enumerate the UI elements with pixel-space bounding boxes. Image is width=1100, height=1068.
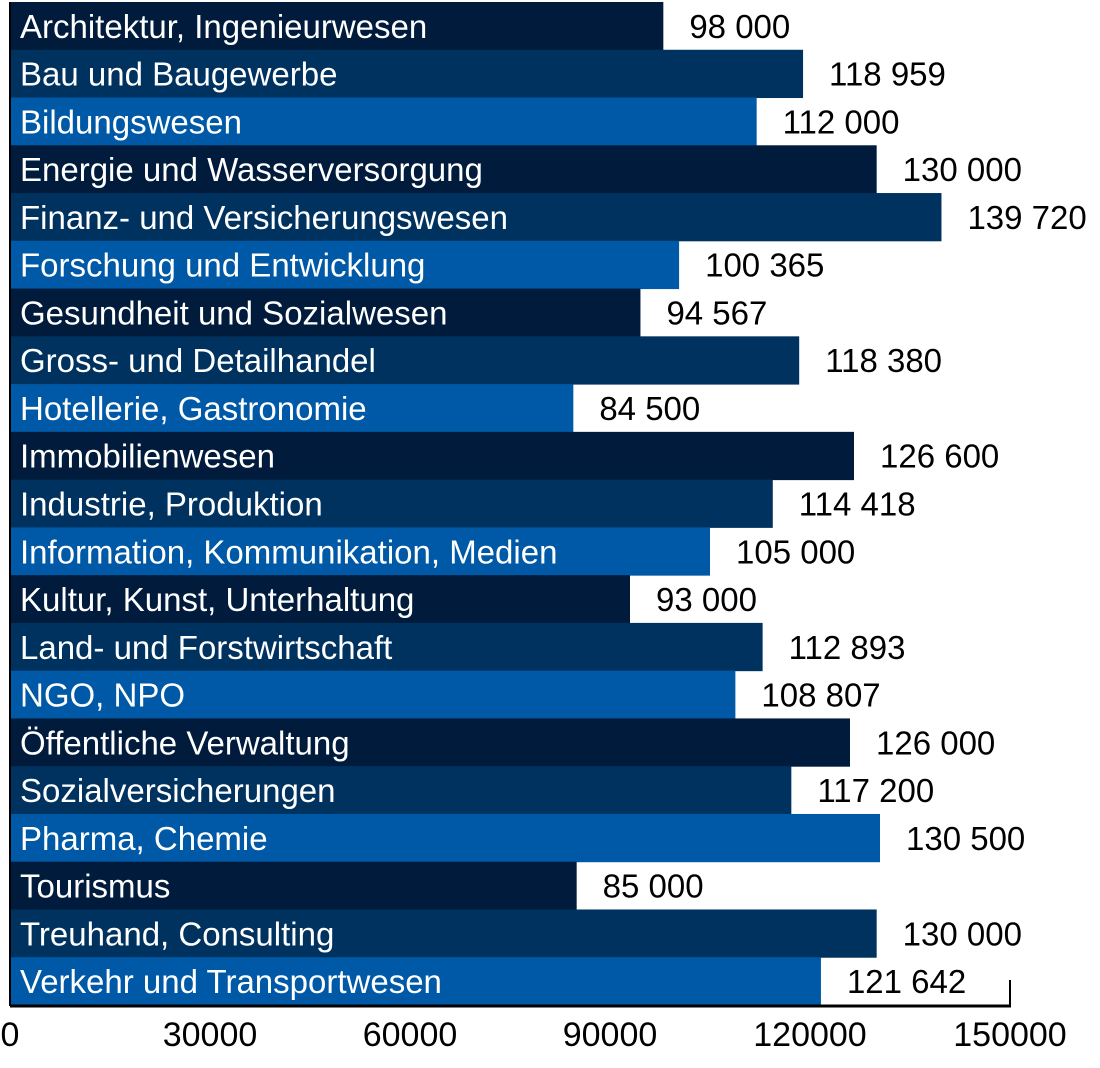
category-label: Immobilienwesen (20, 438, 275, 475)
category-label: Gesundheit und Sozialwesen (20, 294, 447, 331)
category-label: Industrie, Produktion (20, 486, 323, 523)
value-label: 94 567 (666, 294, 767, 331)
bar (10, 479, 773, 528)
bar (10, 909, 877, 958)
value-label: 98 000 (689, 8, 790, 45)
category-label: NGO, NPO (20, 677, 185, 714)
value-label: 108 807 (761, 677, 880, 714)
category-label: Bau und Baugewerbe (20, 56, 337, 93)
bar (10, 575, 630, 624)
value-label: 85 000 (603, 868, 704, 905)
bar (10, 145, 877, 194)
category-label: Architektur, Ingenieurwesen (20, 8, 427, 45)
category-label: Hotellerie, Gastronomie (20, 390, 367, 427)
value-label: 114 418 (799, 486, 916, 523)
category-label: Forschung und Entwicklung (20, 247, 425, 284)
x-axis-ticks: 0 30000 60000 90000 120000 150000 (1, 1016, 1067, 1054)
value-label: 84 500 (599, 390, 700, 427)
bar (10, 336, 800, 385)
value-label: 112 000 (783, 103, 900, 140)
value-label: 105 000 (736, 533, 855, 570)
value-label: 126 000 (876, 724, 995, 761)
bar (10, 766, 792, 815)
category-label: Finanz- und Versicherungswesen (20, 199, 508, 236)
value-label: 139 720 (967, 199, 1086, 236)
bar (10, 193, 942, 242)
bar (10, 288, 641, 337)
category-label: Pharma, Chemie (20, 820, 268, 857)
value-label: 118 380 (825, 342, 942, 379)
bar (10, 384, 574, 433)
value-label: 130 000 (903, 151, 1022, 188)
bar (10, 2, 664, 51)
bar (10, 240, 680, 290)
value-label: 112 893 (789, 629, 906, 666)
bar (10, 622, 763, 672)
value-label: 126 600 (880, 438, 999, 475)
bar (10, 670, 736, 719)
x-tick-label: 60000 (363, 1016, 458, 1054)
value-label: 100 365 (705, 247, 824, 284)
x-tick-label: 150000 (953, 1016, 1066, 1054)
bar (10, 431, 854, 481)
bar (10, 957, 821, 1006)
category-label: Information, Kommunikation, Medien (20, 533, 557, 570)
category-label: Gross- und Detailhandel (20, 342, 376, 379)
bar (10, 718, 850, 767)
value-label: 121 642 (847, 963, 966, 1000)
category-label: Sozialversicherungen (20, 772, 336, 809)
value-label: 117 200 (817, 772, 934, 809)
value-label: 130 000 (903, 915, 1022, 952)
category-label: Verkehr und Transportwesen (20, 963, 442, 1000)
x-tick-label: 120000 (753, 1016, 866, 1054)
value-label: 118 959 (829, 56, 946, 93)
category-label: Öffentliche Verwaltung (20, 724, 350, 761)
category-label: Treuhand, Consulting (20, 915, 334, 952)
bar (10, 49, 804, 99)
bar (10, 97, 757, 146)
category-label: Kultur, Kunst, Unterhaltung (20, 581, 414, 618)
bar (10, 527, 710, 576)
value-label: 130 500 (906, 820, 1025, 857)
category-label: Energie und Wasserversorgung (20, 151, 483, 188)
bar (10, 861, 577, 910)
x-tick-label: 90000 (563, 1016, 658, 1054)
category-label: Land- und Forstwirtschaft (20, 629, 392, 666)
category-label: Tourismus (20, 868, 170, 905)
bars-group: Architektur, Ingenieurwesen 98 000 Bau und… (10, 2, 1087, 1006)
category-label: Bildungswesen (20, 103, 242, 140)
x-tick-label: 30000 (163, 1016, 258, 1054)
bar (10, 813, 880, 863)
value-label: 93 000 (656, 581, 757, 618)
x-tick-label: 0 (1, 1016, 20, 1054)
